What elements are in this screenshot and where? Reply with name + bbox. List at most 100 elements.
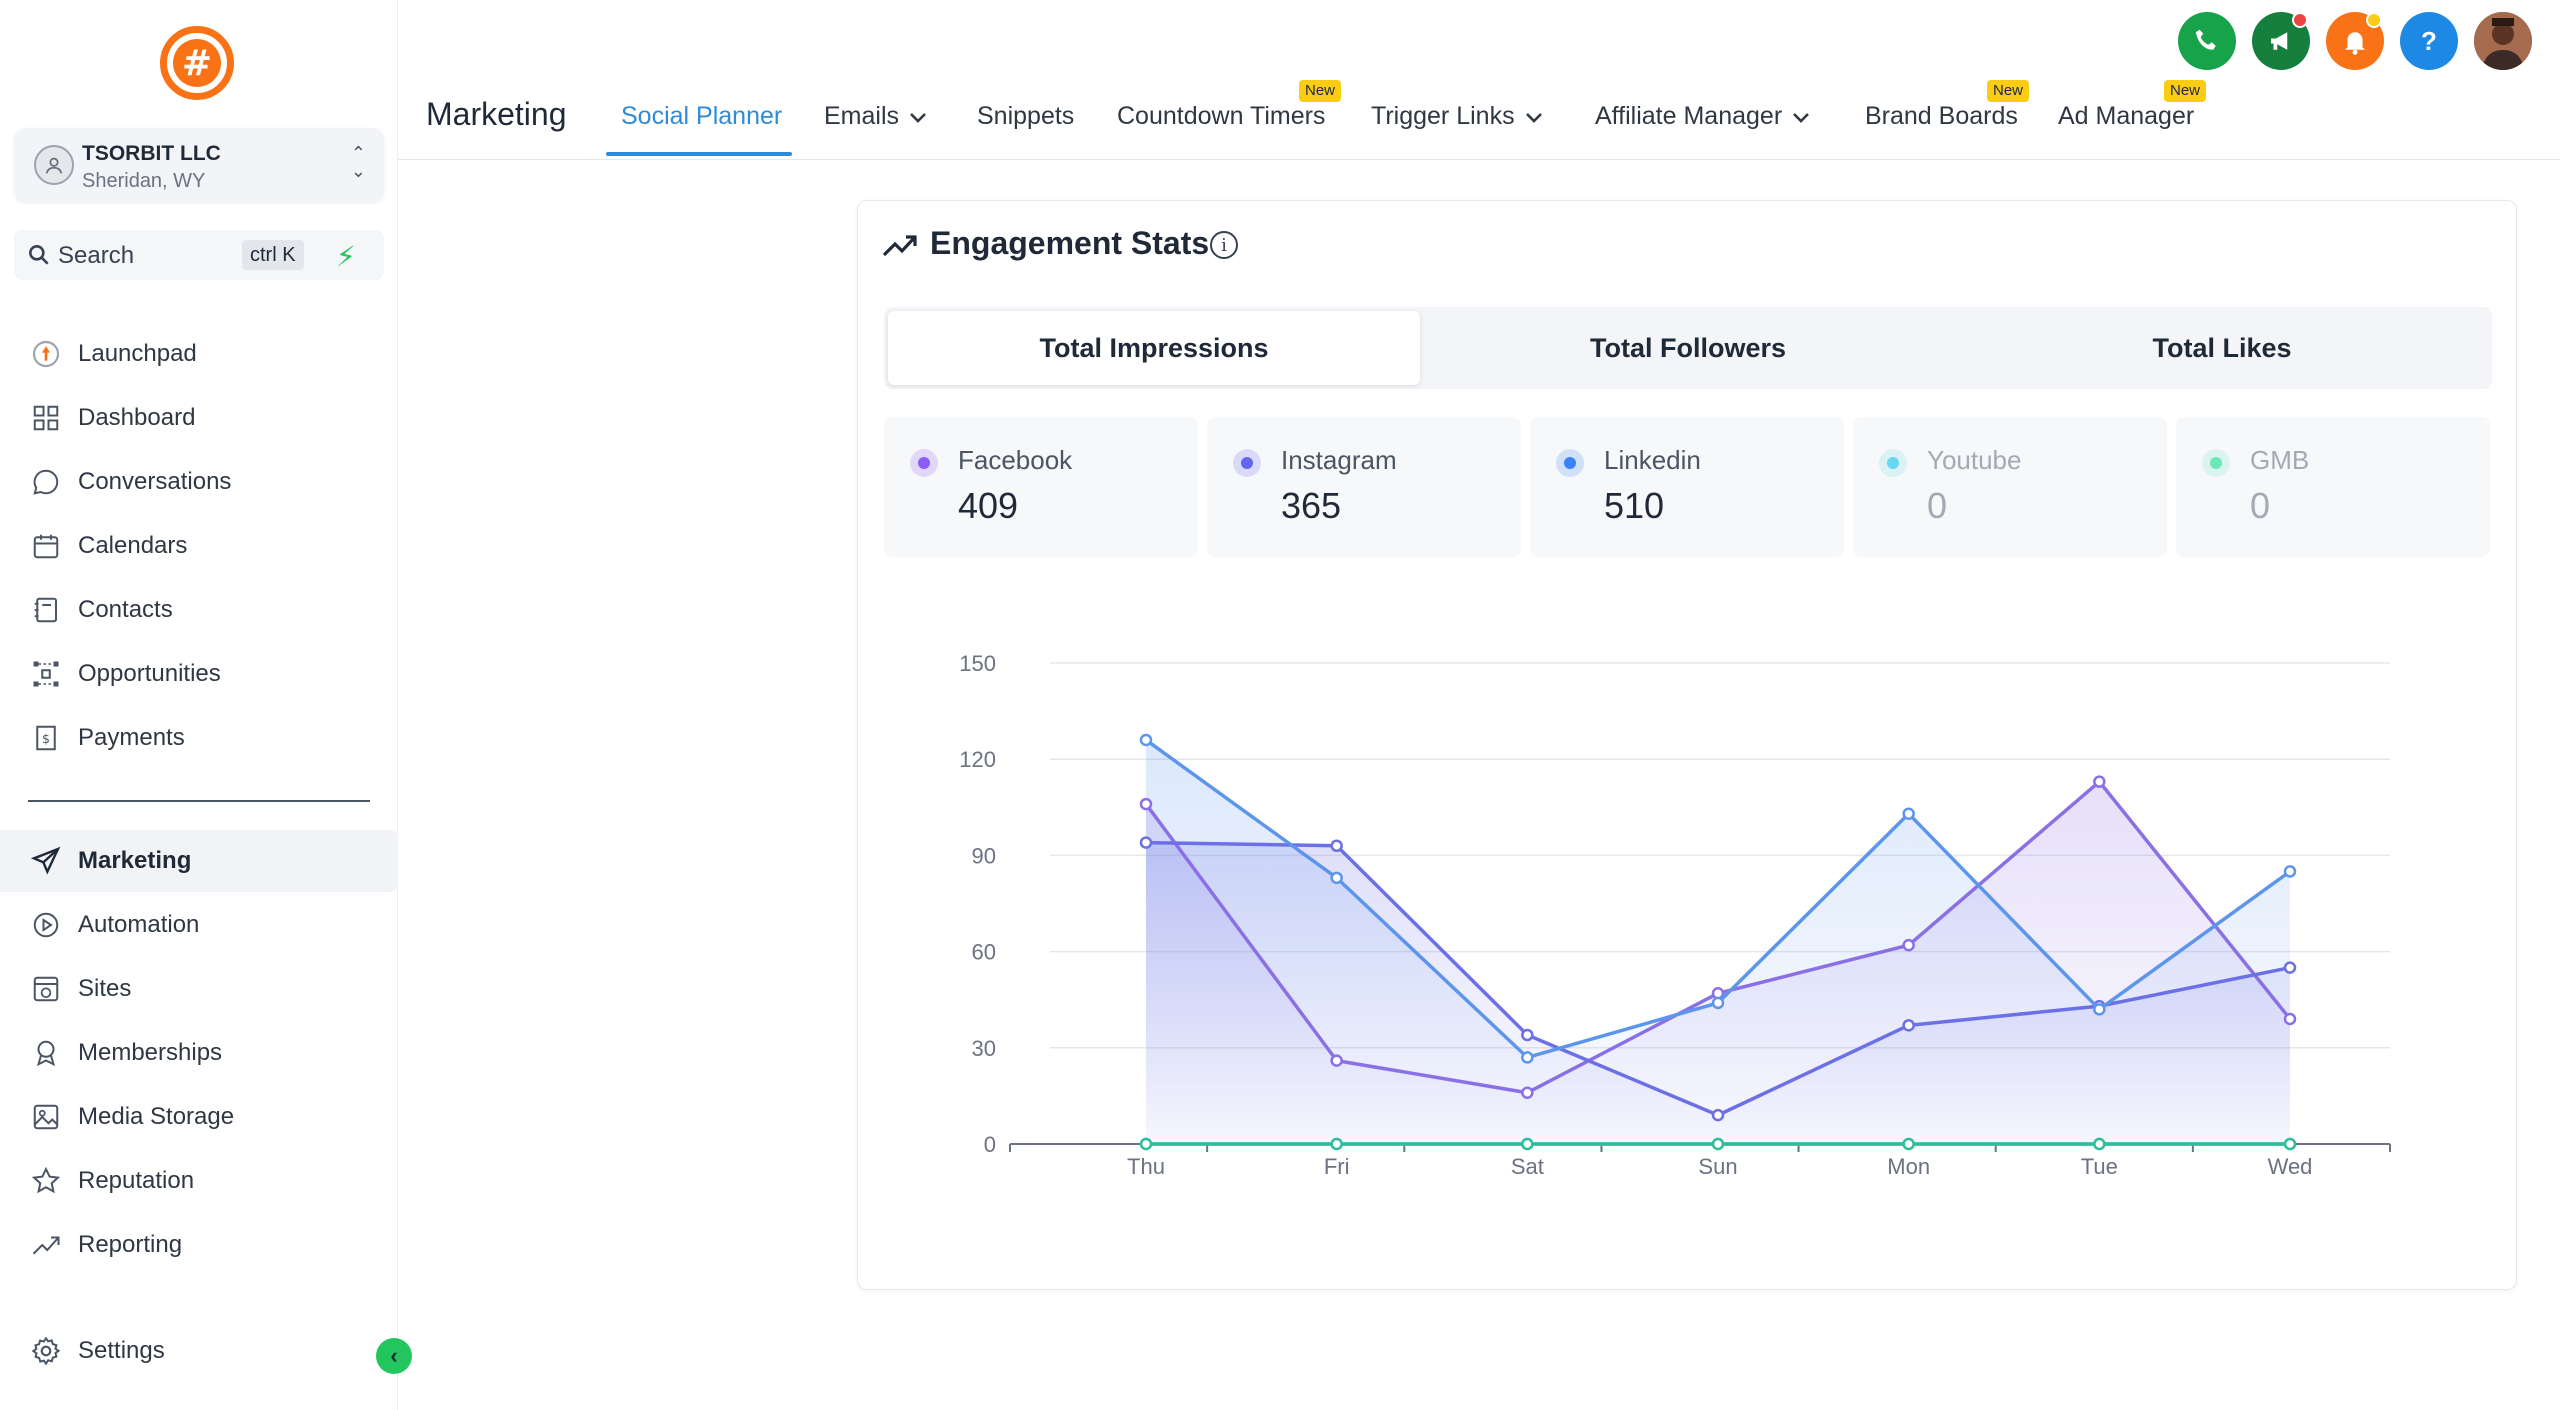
automation-icon bbox=[28, 907, 64, 943]
data-point-gmb bbox=[1521, 1137, 1534, 1151]
tab-total-impressions[interactable]: Total Impressions bbox=[888, 311, 1420, 385]
tab-total-likes[interactable]: Total Likes bbox=[2152, 332, 2292, 363]
sidebar-item-reporting[interactable]: Reporting bbox=[0, 1214, 398, 1276]
chevron-up-down-icon: ⌃ ⌄ bbox=[350, 143, 366, 181]
sidebar-item-settings[interactable]: Settings bbox=[0, 1320, 398, 1382]
bolt-icon[interactable]: ⚡ bbox=[336, 241, 356, 272]
data-point-linkedin bbox=[1902, 807, 1915, 820]
sidebar-item-conversations[interactable]: Conversations bbox=[0, 451, 398, 513]
sidebar-item-reputation[interactable]: Reputation bbox=[0, 1150, 398, 1212]
new-badge: New bbox=[1987, 80, 2030, 102]
search-icon bbox=[29, 245, 49, 265]
tab-total-followers[interactable]: Total Followers bbox=[1589, 332, 1786, 363]
tab-social-planner[interactable]: Social Planner bbox=[621, 102, 782, 131]
metric-youtube[interactable]: Youtube 0 bbox=[1853, 417, 2167, 557]
data-point-instagram bbox=[1139, 836, 1153, 849]
legend-dot bbox=[1556, 449, 1584, 477]
app-logo[interactable]: # bbox=[160, 26, 234, 100]
data-point-linkedin bbox=[1521, 1051, 1534, 1064]
search-label: Search bbox=[58, 242, 135, 269]
chat-icon bbox=[28, 464, 64, 500]
send-icon bbox=[28, 843, 64, 879]
sidebar-item-payments[interactable]: $ Payments bbox=[0, 707, 398, 769]
payments-icon: $ bbox=[28, 720, 64, 756]
sidebar-item-label: Automation bbox=[78, 911, 200, 938]
sidebar-item-media-storage[interactable]: Media Storage bbox=[0, 1086, 398, 1148]
new-badge: New bbox=[2164, 80, 2207, 102]
tab-label: Snippets bbox=[977, 102, 1075, 130]
metric-value: 409 bbox=[958, 485, 1019, 526]
tab-brand-boards[interactable]: Brand Boards bbox=[1865, 102, 2018, 131]
legend-dot bbox=[1879, 449, 1907, 477]
legend-dot bbox=[1233, 449, 1261, 477]
engagement-stats-card: Engagement Stats i Total Impressions Tot… bbox=[857, 200, 2517, 1290]
sidebar-item-label: Settings bbox=[78, 1337, 165, 1364]
y-tick-label: 60 bbox=[972, 940, 996, 965]
sidebar-item-label: Contacts bbox=[78, 596, 173, 623]
metric-name: Linkedin bbox=[1604, 445, 1701, 475]
sidebar-item-label: Memberships bbox=[78, 1039, 223, 1066]
sidebar-item-calendars[interactable]: Calendars bbox=[0, 515, 398, 577]
tab-countdown-timers[interactable]: Countdown Timers bbox=[1117, 102, 1325, 131]
y-tick-label: 30 bbox=[972, 1036, 996, 1061]
metric-value: 510 bbox=[1604, 485, 1665, 526]
metric-instagram[interactable]: Instagram 365 bbox=[1207, 417, 1521, 557]
account-location: Sheridan, WY bbox=[82, 170, 206, 192]
help-icon: ? bbox=[2421, 25, 2437, 56]
x-tick-label: Fri bbox=[1324, 1154, 1350, 1179]
tab-emails[interactable]: Emails bbox=[824, 102, 927, 131]
sidebar-item-contacts[interactable]: Contacts bbox=[0, 579, 398, 641]
help-button[interactable]: ? bbox=[2400, 12, 2458, 70]
data-point-gmb bbox=[1139, 1137, 1153, 1151]
account-avatar-icon bbox=[34, 145, 74, 185]
sidebar-item-sites[interactable]: Sites bbox=[0, 958, 398, 1020]
trend-icon bbox=[28, 1227, 64, 1263]
legend-dot bbox=[910, 449, 938, 477]
metric-linkedin[interactable]: Linkedin 510 bbox=[1530, 417, 1844, 557]
info-icon[interactable]: i bbox=[1210, 231, 1238, 259]
sidebar-item-label: Opportunities bbox=[78, 660, 221, 687]
sidebar-item-opportunities[interactable]: Opportunities bbox=[0, 643, 398, 705]
data-point-gmb bbox=[2283, 1137, 2297, 1151]
legend-dot bbox=[2202, 449, 2230, 477]
bell-icon bbox=[2345, 32, 2365, 55]
tab-snippets[interactable]: Snippets bbox=[977, 102, 1074, 131]
search-bar[interactable]: Search ctrl K ⚡ bbox=[14, 230, 384, 280]
sidebar-item-dashboard[interactable]: Dashboard bbox=[0, 387, 398, 449]
sidebar-item-memberships[interactable]: Memberships bbox=[0, 1022, 398, 1084]
collapse-sidebar-button[interactable]: ‹ bbox=[376, 1338, 412, 1374]
calendar-icon bbox=[28, 528, 64, 564]
tab-ad-manager[interactable]: Ad Manager bbox=[2058, 102, 2194, 131]
announcement-button[interactable] bbox=[2252, 12, 2310, 70]
gear-icon bbox=[28, 1333, 64, 1369]
sidebar-item-automation[interactable]: Automation bbox=[0, 894, 398, 956]
trend-up-icon bbox=[882, 235, 917, 257]
x-tick-label: Sat bbox=[1511, 1154, 1544, 1179]
sidebar-item-label: Sites bbox=[78, 975, 132, 1002]
notifications-button[interactable] bbox=[2326, 12, 2384, 70]
metric-gmb[interactable]: GMB 0 bbox=[2176, 417, 2490, 557]
new-badge: New bbox=[1299, 80, 1342, 102]
account-switcher[interactable]: TSORBIT LLC Sheridan, WY ⌃ ⌄ bbox=[14, 128, 384, 202]
dashboard-icon bbox=[28, 400, 64, 436]
avatar[interactable] bbox=[2474, 12, 2532, 70]
svg-text:$: $ bbox=[42, 731, 50, 746]
x-tick-label: Thu bbox=[1127, 1154, 1165, 1179]
metric-name: Youtube bbox=[1927, 445, 2022, 475]
tab-label: Countdown Timers bbox=[1117, 102, 1326, 130]
data-point-instagram bbox=[2283, 961, 2297, 974]
data-point-linkedin bbox=[1330, 871, 1343, 885]
x-tick-label: Mon bbox=[1887, 1154, 1930, 1179]
tab-affiliate-manager[interactable]: Affiliate Manager bbox=[1595, 102, 1810, 131]
series-area-linkedin bbox=[1146, 739, 2290, 1144]
tab-label: Emails bbox=[824, 102, 900, 130]
phone-icon bbox=[2195, 29, 2216, 50]
tab-trigger-links[interactable]: Trigger Links bbox=[1371, 102, 1543, 131]
tab-label: Affiliate Manager bbox=[1595, 102, 1783, 130]
tab-label: Trigger Links bbox=[1371, 102, 1515, 130]
metric-facebook[interactable]: Facebook 409 bbox=[884, 417, 1198, 557]
sidebar-item-marketing[interactable]: Marketing bbox=[0, 830, 398, 892]
phone-button[interactable] bbox=[2178, 12, 2236, 70]
sidebar-item-launchpad[interactable]: Launchpad bbox=[0, 323, 398, 385]
sidebar: # TSORBIT LLC Sheridan, WY ⌃ ⌄ Search ctr… bbox=[0, 0, 412, 1410]
